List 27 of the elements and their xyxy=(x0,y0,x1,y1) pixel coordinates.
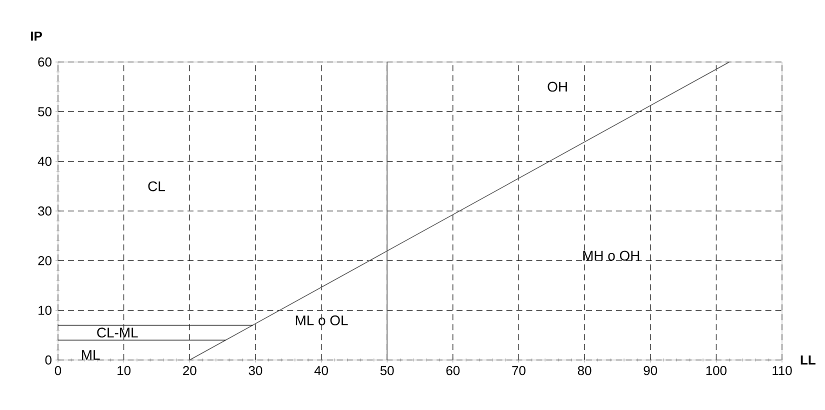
x-tick-label: 100 xyxy=(706,366,726,376)
y-tick-label: 60 xyxy=(38,57,52,67)
y-tick-label: 50 xyxy=(38,107,52,116)
y-tick-label: 0 xyxy=(45,355,52,365)
x-axis-title: LL xyxy=(800,356,816,364)
y-tick-label: 20 xyxy=(38,256,52,266)
x-tick-label: 50 xyxy=(380,366,394,376)
annotation: MH o OH xyxy=(583,250,640,261)
x-tick-label: 110 xyxy=(772,366,792,376)
x-tick-label: 0 xyxy=(54,366,62,376)
y-axis-title: IP xyxy=(31,32,42,41)
annotation: ML xyxy=(82,350,100,360)
x-tick-label: 10 xyxy=(118,366,131,376)
annotation: CL xyxy=(148,181,165,192)
x-tick-label: 40 xyxy=(314,366,328,376)
annotation: ML o OL xyxy=(296,315,348,326)
x-tick-label: 70 xyxy=(512,366,526,376)
x-tick-label: 60 xyxy=(446,366,460,376)
y-tick-label: 40 xyxy=(38,156,52,166)
x-tick-label: 30 xyxy=(248,366,262,376)
x-tick-label: 20 xyxy=(183,366,196,376)
annotation: CL-ML xyxy=(97,328,138,338)
y-tick-label: 10 xyxy=(38,306,52,315)
x-tick-label: 90 xyxy=(644,366,658,376)
annotation: OH xyxy=(548,82,567,92)
y-tick-label: 30 xyxy=(38,206,52,216)
x-tick-label: 80 xyxy=(578,366,592,376)
